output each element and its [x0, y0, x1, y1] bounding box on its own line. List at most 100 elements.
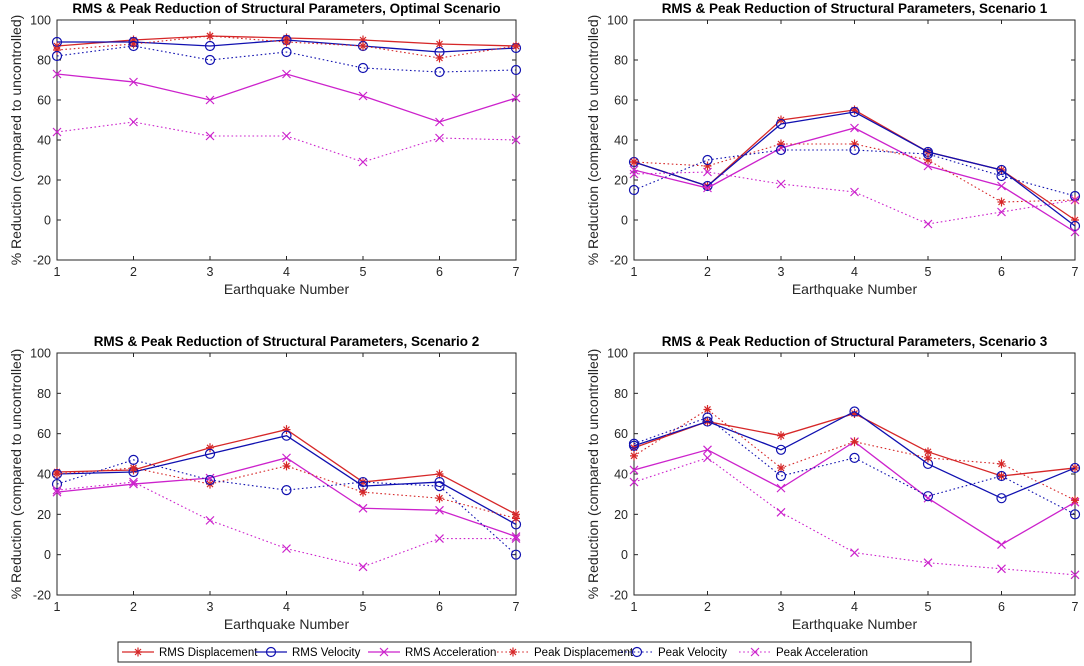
data-point — [923, 219, 933, 229]
data-point — [1070, 570, 1080, 580]
data-point — [358, 157, 368, 167]
x-tick-label: 5 — [925, 265, 932, 279]
data-point — [52, 487, 62, 497]
data-point — [777, 463, 785, 473]
data-point — [204, 54, 216, 66]
data-point — [703, 404, 712, 414]
y-tick-label: 0 — [44, 548, 51, 562]
data-point — [205, 95, 215, 105]
x-tick-label: 7 — [1072, 600, 1079, 614]
data-point — [205, 473, 215, 483]
series-peak-acceleration — [52, 477, 521, 572]
x-axis-label: Earthquake Number — [224, 616, 350, 632]
data-point — [849, 406, 860, 417]
data-point — [775, 444, 787, 455]
data-point — [358, 503, 368, 513]
x-tick-label: 4 — [283, 265, 290, 279]
data-point — [129, 479, 138, 489]
data-point — [997, 197, 1006, 207]
data-point — [850, 548, 859, 558]
y-tick-label: 80 — [614, 54, 628, 68]
legend: RMS Displacement RMS Velocity RMS Accelera… — [117, 641, 972, 663]
data-point — [996, 470, 1007, 482]
data-point — [775, 118, 787, 130]
data-point — [777, 139, 785, 149]
legend-entry: Peak Acceleration — [739, 647, 868, 659]
data-point — [281, 430, 292, 441]
y-tick-label: 60 — [37, 94, 51, 108]
data-point — [776, 483, 786, 493]
legend-entry: Peak Velocity — [621, 646, 727, 659]
x-tick-label: 2 — [704, 600, 711, 614]
data-point — [849, 144, 860, 156]
data-point — [435, 53, 444, 63]
data-point — [629, 477, 639, 487]
data-point — [129, 39, 138, 49]
series-peak-displacement — [630, 404, 1079, 505]
x-tick-label: 4 — [851, 600, 858, 614]
series-rms-acceleration — [52, 69, 521, 127]
data-point — [206, 443, 214, 453]
x-tick-label: 3 — [778, 265, 785, 279]
data-point — [997, 564, 1006, 574]
legend-label: Peak Displacement — [534, 647, 634, 659]
data-point — [282, 69, 291, 79]
chart-title: RMS & Peak Reduction of Structural Param… — [94, 334, 480, 349]
x-tick-label: 7 — [513, 265, 520, 279]
legend-entry: RMS Acceleration — [368, 647, 496, 659]
y-tick-label: 60 — [614, 94, 628, 108]
data-point — [359, 41, 367, 51]
data-point — [510, 549, 522, 560]
data-point — [282, 131, 291, 141]
series-peak-acceleration — [629, 453, 1080, 580]
x-tick-label: 4 — [851, 265, 858, 279]
data-point — [281, 485, 292, 496]
x-tick-label: 1 — [631, 265, 638, 279]
data-point — [435, 469, 444, 479]
x-tick-label: 6 — [998, 600, 1005, 614]
legend-entry: Peak Displacement — [497, 647, 634, 659]
y-axis-label: % Reduction (compared to uncontrolled) — [8, 349, 24, 600]
data-point — [282, 544, 291, 554]
data-point — [775, 470, 787, 482]
data-point — [1069, 220, 1081, 232]
data-point — [281, 46, 292, 58]
legend-marker — [509, 647, 517, 657]
legend-marker — [631, 646, 643, 658]
x-tick-label: 3 — [778, 600, 785, 614]
chart-panel-4: -20 0 20 40 60 80 100 1 2 3 4 5 6 7 RMS & Peak Reducti… — [585, 334, 1081, 632]
data-point — [204, 474, 216, 486]
data-point — [282, 461, 291, 471]
y-tick-label: 20 — [37, 508, 51, 522]
data-point — [357, 476, 369, 488]
data-point — [628, 438, 640, 449]
x-tick-label: 5 — [360, 600, 367, 614]
y-tick-label: 100 — [30, 14, 51, 28]
data-point — [435, 133, 444, 143]
data-point — [1069, 509, 1081, 520]
data-point — [1069, 462, 1081, 474]
y-tick-label: 0 — [621, 548, 628, 562]
chart-panel-2: -20 0 20 40 60 80 100 1 2 3 4 5 6 7 RMS & Peak Reducti… — [585, 1, 1081, 297]
data-point — [923, 558, 933, 568]
series-line — [633, 149, 1076, 197]
data-point — [206, 31, 214, 41]
legend-marker — [750, 647, 760, 657]
legend-label: RMS Acceleration — [405, 647, 496, 659]
x-axis-label: Earthquake Number — [792, 616, 918, 632]
data-point — [849, 452, 860, 463]
x-tick-label: 1 — [54, 265, 61, 279]
y-axis-label: % Reduction (compared to uncontrolled) — [8, 15, 24, 266]
data-point — [703, 161, 712, 171]
series-peak-velocity — [51, 454, 522, 560]
data-point — [1070, 195, 1080, 205]
data-point — [703, 445, 712, 455]
y-tick-label: 60 — [37, 427, 51, 441]
legend-box — [117, 641, 972, 663]
data-point — [435, 505, 444, 515]
data-point — [357, 62, 369, 74]
data-point — [923, 161, 933, 171]
legend-label: Peak Velocity — [658, 647, 727, 659]
data-point — [850, 187, 859, 197]
data-point — [996, 164, 1007, 176]
